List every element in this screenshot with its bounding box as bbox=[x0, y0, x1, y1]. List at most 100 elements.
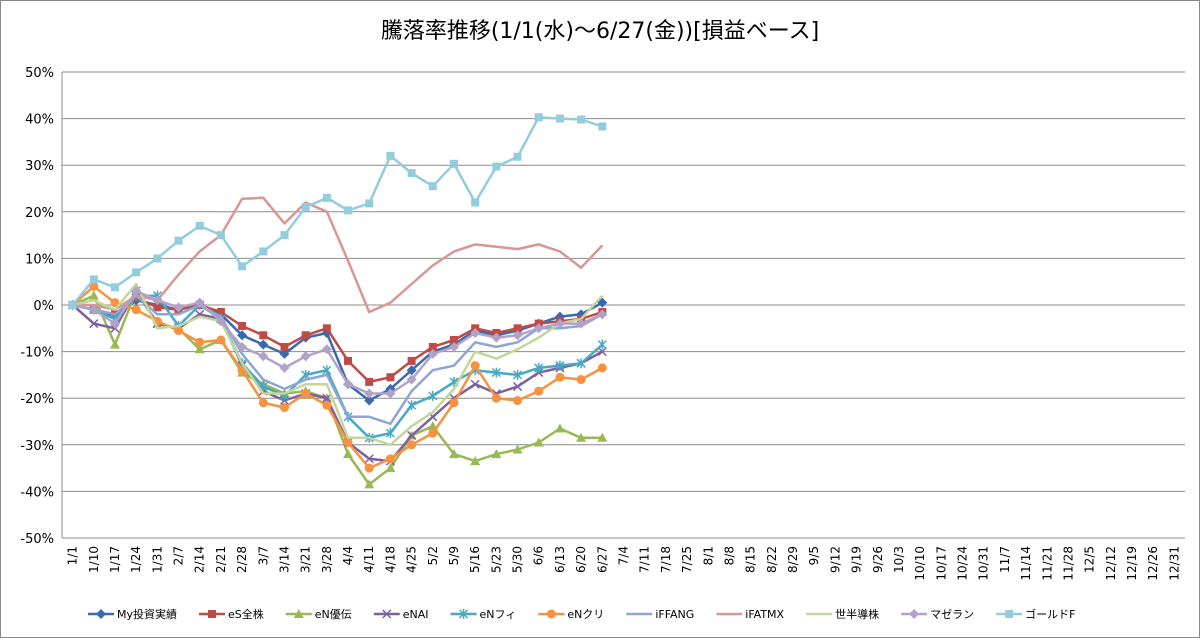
x-tick-label: 2/21 bbox=[214, 546, 228, 573]
marker bbox=[470, 361, 480, 371]
x-tick-label: 3/7 bbox=[256, 546, 270, 565]
marker bbox=[597, 363, 607, 373]
marker bbox=[385, 454, 395, 464]
x-tick-label: 4/18 bbox=[383, 546, 397, 573]
marker bbox=[301, 389, 311, 399]
marker bbox=[88, 290, 99, 300]
marker bbox=[322, 393, 332, 403]
marker bbox=[407, 356, 416, 365]
x-tick-label: 4/11 bbox=[362, 546, 376, 573]
marker bbox=[237, 341, 248, 352]
x-tick-label: 10/17 bbox=[934, 546, 948, 581]
legend-label: My投資実績 bbox=[117, 607, 177, 621]
marker bbox=[279, 362, 290, 373]
x-tick-label: 9/26 bbox=[871, 546, 885, 573]
x-tick-label: 10/24 bbox=[956, 546, 970, 581]
marker bbox=[513, 382, 523, 392]
marker bbox=[428, 182, 437, 191]
marker bbox=[238, 262, 247, 271]
marker bbox=[279, 403, 289, 413]
legend-label: eS全株 bbox=[228, 607, 264, 621]
marker bbox=[449, 398, 459, 408]
marker bbox=[407, 440, 417, 450]
marker bbox=[491, 449, 502, 459]
x-tick-label: 11/21 bbox=[1040, 546, 1054, 581]
marker bbox=[258, 351, 269, 362]
x-tick-label: 4/25 bbox=[405, 546, 419, 573]
marker bbox=[598, 122, 607, 131]
marker bbox=[173, 302, 184, 313]
marker bbox=[533, 437, 544, 447]
marker bbox=[131, 305, 141, 315]
x-tick-label: 12/19 bbox=[1125, 546, 1139, 581]
marker bbox=[470, 379, 480, 389]
marker bbox=[364, 388, 375, 399]
y-tick-label: -20% bbox=[20, 392, 54, 407]
legend-label: ゴールドF bbox=[1025, 607, 1075, 621]
marker bbox=[152, 295, 163, 306]
marker bbox=[554, 423, 565, 433]
marker bbox=[109, 339, 120, 349]
marker bbox=[427, 348, 438, 359]
x-tick-label: 12/31 bbox=[1167, 546, 1181, 581]
marker bbox=[153, 254, 162, 263]
marker bbox=[513, 152, 522, 161]
marker bbox=[449, 335, 458, 344]
legend-label: iFFANG bbox=[655, 608, 694, 621]
x-tick-label: 8/29 bbox=[786, 546, 800, 573]
marker bbox=[533, 323, 544, 334]
marker bbox=[89, 275, 98, 284]
marker bbox=[322, 365, 332, 376]
x-tick-label: 3/21 bbox=[299, 546, 313, 573]
marker bbox=[554, 318, 565, 329]
x-tick-label: 1/17 bbox=[108, 546, 122, 573]
marker bbox=[492, 162, 501, 171]
x-tick-label: 8/1 bbox=[701, 546, 715, 565]
marker bbox=[110, 298, 120, 308]
marker bbox=[470, 327, 481, 338]
marker bbox=[365, 377, 374, 386]
marker bbox=[195, 221, 204, 230]
x-tick-label: 5/2 bbox=[426, 546, 440, 565]
x-tick-label: 7/4 bbox=[617, 546, 631, 565]
marker bbox=[194, 297, 205, 308]
marker bbox=[321, 344, 332, 355]
marker bbox=[364, 395, 375, 406]
marker bbox=[89, 281, 99, 291]
y-tick-label: -50% bbox=[20, 532, 54, 547]
y-tick-label: 30% bbox=[25, 159, 54, 174]
marker bbox=[364, 454, 374, 464]
marker bbox=[109, 318, 120, 329]
marker bbox=[280, 231, 289, 240]
x-tick-label: 2/28 bbox=[235, 546, 249, 573]
legend-marker bbox=[459, 609, 469, 619]
x-tick-label: 12/26 bbox=[1146, 546, 1160, 581]
x-tick-label: 6/13 bbox=[553, 546, 567, 573]
marker bbox=[110, 283, 119, 292]
x-tick-label: 10/10 bbox=[913, 546, 927, 581]
marker bbox=[555, 114, 564, 123]
legend-marker bbox=[293, 609, 304, 618]
y-tick-label: 50% bbox=[25, 66, 54, 81]
x-tick-label: 5/16 bbox=[468, 546, 482, 573]
marker bbox=[322, 324, 331, 333]
legend-marker bbox=[1005, 610, 1014, 618]
marker bbox=[259, 331, 268, 340]
series-line bbox=[72, 282, 604, 447]
x-tick-label: 7/18 bbox=[659, 546, 673, 573]
legend-marker bbox=[909, 609, 920, 619]
marker bbox=[216, 231, 225, 240]
legend-label: eN優伝 bbox=[315, 608, 352, 621]
x-tick-label: 9/12 bbox=[828, 546, 842, 573]
marker bbox=[385, 428, 395, 439]
y-tick-label: -40% bbox=[20, 485, 54, 500]
marker bbox=[491, 367, 501, 378]
marker bbox=[576, 375, 586, 385]
marker bbox=[576, 318, 587, 329]
y-tick-label: 40% bbox=[25, 113, 54, 128]
marker bbox=[195, 337, 205, 347]
marker bbox=[174, 326, 184, 336]
x-tick-label: 1/10 bbox=[87, 546, 101, 573]
marker bbox=[597, 309, 608, 320]
